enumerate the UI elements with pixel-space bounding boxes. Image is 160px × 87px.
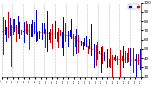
- Bar: [94, 44, 95, 68]
- Bar: [13, 19, 14, 35]
- Bar: [21, 30, 22, 35]
- Bar: [65, 23, 66, 42]
- Bar: [107, 50, 108, 68]
- Bar: [97, 42, 98, 60]
- Bar: [52, 24, 53, 49]
- Bar: [34, 22, 35, 34]
- Bar: [47, 11, 48, 52]
- Bar: [89, 39, 90, 49]
- Bar: [5, 20, 6, 35]
- Bar: [11, 25, 12, 67]
- Bar: [138, 54, 139, 65]
- Bar: [119, 50, 120, 74]
- Bar: [4, 23, 5, 35]
- Bar: [73, 34, 74, 56]
- Bar: [24, 22, 25, 43]
- Bar: [10, 18, 11, 36]
- Bar: [42, 23, 43, 40]
- Bar: [68, 31, 69, 47]
- Bar: [109, 59, 110, 67]
- Bar: [83, 42, 84, 50]
- Bar: [125, 51, 126, 63]
- Bar: [58, 28, 59, 48]
- Bar: [55, 21, 56, 39]
- Bar: [31, 24, 32, 37]
- Bar: [111, 48, 112, 63]
- Bar: [100, 50, 101, 54]
- Bar: [18, 16, 19, 34]
- Bar: [133, 48, 134, 73]
- Bar: [32, 20, 33, 37]
- Bar: [112, 55, 113, 77]
- Legend: , : ,: [128, 4, 139, 9]
- Bar: [53, 21, 54, 37]
- Bar: [6, 27, 7, 42]
- Bar: [130, 48, 131, 66]
- Bar: [86, 36, 87, 47]
- Bar: [99, 51, 100, 54]
- Bar: [70, 30, 71, 37]
- Bar: [78, 35, 79, 53]
- Bar: [26, 21, 27, 34]
- Bar: [102, 46, 103, 64]
- Bar: [104, 52, 105, 61]
- Bar: [1, 30, 2, 45]
- Bar: [117, 56, 118, 65]
- Bar: [23, 31, 24, 32]
- Bar: [60, 30, 61, 36]
- Bar: [91, 24, 92, 56]
- Bar: [76, 29, 77, 54]
- Bar: [120, 50, 121, 77]
- Bar: [39, 31, 40, 39]
- Bar: [128, 48, 129, 62]
- Bar: [127, 53, 128, 63]
- Bar: [57, 32, 58, 42]
- Bar: [59, 27, 60, 41]
- Bar: [40, 32, 41, 37]
- Bar: [3, 17, 4, 55]
- Bar: [84, 38, 85, 46]
- Bar: [81, 41, 82, 46]
- Bar: [67, 28, 68, 36]
- Bar: [7, 20, 8, 35]
- Bar: [45, 29, 46, 48]
- Bar: [114, 57, 115, 60]
- Bar: [29, 24, 30, 50]
- Bar: [105, 32, 106, 60]
- Bar: [135, 59, 136, 61]
- Bar: [37, 32, 38, 41]
- Bar: [122, 56, 123, 61]
- Bar: [62, 32, 63, 48]
- Bar: [50, 29, 51, 43]
- Bar: [8, 12, 9, 38]
- Bar: [136, 54, 137, 77]
- Bar: [48, 26, 49, 35]
- Bar: [106, 57, 107, 63]
- Bar: [75, 36, 76, 47]
- Bar: [92, 49, 93, 58]
- Bar: [15, 15, 16, 33]
- Bar: [16, 25, 17, 42]
